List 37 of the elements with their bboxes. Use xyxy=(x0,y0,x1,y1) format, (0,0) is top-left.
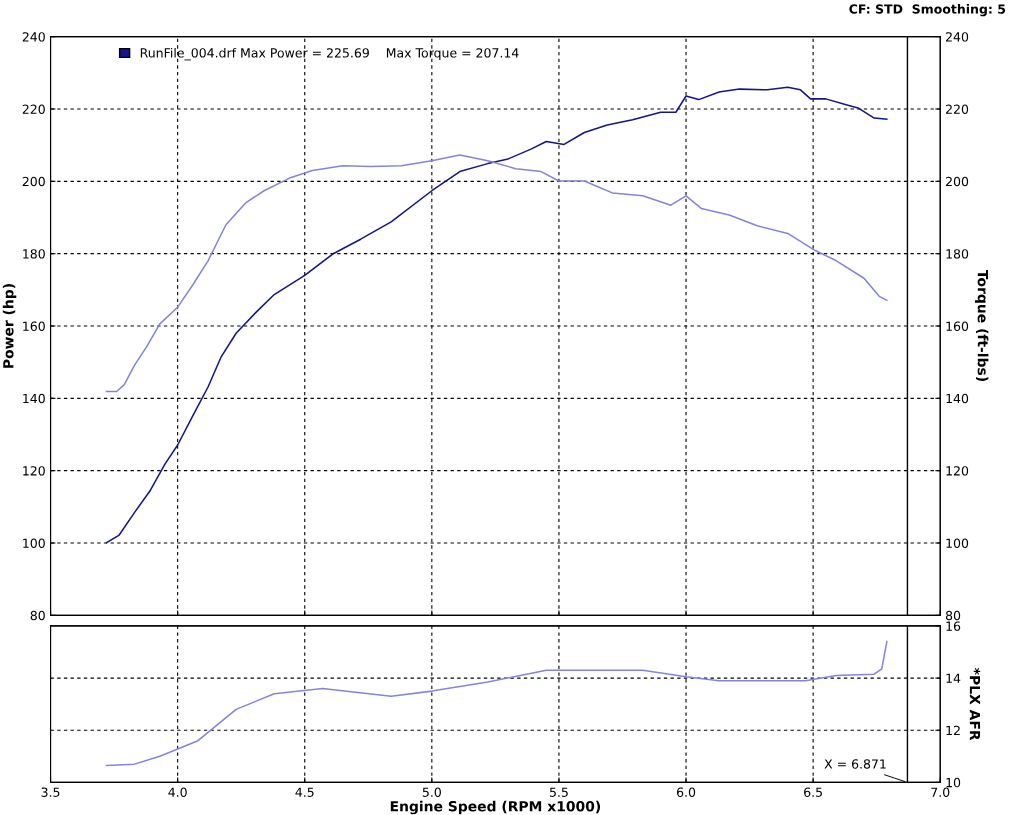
y2-axis-title: *PLX AFR xyxy=(969,668,981,741)
y2-tick-label: 160 xyxy=(946,321,969,331)
y2-tick-label: 10 xyxy=(946,777,961,788)
y-tick-label: 80 xyxy=(30,610,45,621)
y2-axis-title: Torque (ft-lbs) xyxy=(974,269,989,381)
x-tick-label: 5.5 xyxy=(549,787,568,797)
ref-line-label: X = 6.871 xyxy=(824,759,886,769)
y-tick-label: 220 xyxy=(22,104,45,114)
y-tick-label: 120 xyxy=(23,466,45,476)
y2-tick-label: 220 xyxy=(946,104,969,114)
x-tick-label: 6.0 xyxy=(676,787,696,797)
y2-tick-label: 100 xyxy=(946,538,969,548)
x-tick-label: 4.5 xyxy=(295,787,314,797)
text: CF: STD Smoothing: 5 xyxy=(849,4,1006,17)
x-tick-label: 4.0 xyxy=(168,787,187,797)
x-tick-label: 5.0 xyxy=(422,787,441,797)
x-tick-label: 7.0 xyxy=(931,787,950,797)
y2-tick-label: 16 xyxy=(946,621,961,631)
x-tick-label: 3.5 xyxy=(41,787,60,797)
y2-tick-label: 140 xyxy=(946,393,969,404)
x-tick-label: 6.5 xyxy=(804,787,822,797)
y2-tick-label: 80 xyxy=(945,610,961,621)
legend-label: RunFile_004.drf Max Power = 225.69 Max Torque = 207.14 xyxy=(140,47,519,61)
y-tick-label: 160 xyxy=(23,321,45,331)
y2-tick-label: 200 xyxy=(946,176,969,187)
y-tick-label: 200 xyxy=(22,176,45,187)
y2-tick-label: 14 xyxy=(946,673,961,683)
y2-tick-label: 12 xyxy=(946,725,960,735)
y-tick-label: 180 xyxy=(23,249,45,259)
x-axis-title: Engine Speed (RPM x1000) xyxy=(390,800,601,815)
y-axis-title: Power (hp) xyxy=(2,284,17,368)
y2-tick-label: 120 xyxy=(946,466,969,476)
y-tick-label: 140 xyxy=(23,393,45,404)
y-tick-label: 100 xyxy=(23,538,45,548)
y-tick-label: 240 xyxy=(22,32,45,42)
y2-tick-label: 240 xyxy=(946,32,969,42)
y2-tick-label: 180 xyxy=(946,249,969,259)
